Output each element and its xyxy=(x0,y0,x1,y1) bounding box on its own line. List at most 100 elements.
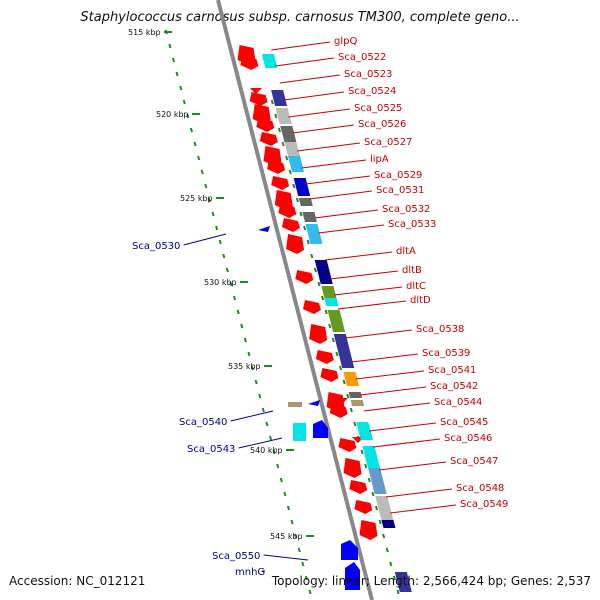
gene-label[interactable]: Sca_0542 xyxy=(430,381,478,392)
tick-mark xyxy=(317,281,321,287)
gene-label[interactable]: Sca_0529 xyxy=(374,170,422,181)
tick-mark xyxy=(193,141,197,147)
tick-mark xyxy=(353,421,357,427)
gene-label[interactable]: dltD xyxy=(410,295,431,306)
tick-mark xyxy=(306,239,310,245)
gene-label[interactable]: glpQ xyxy=(334,36,357,47)
gene-arrow xyxy=(263,146,282,166)
gene-label[interactable]: dltC xyxy=(406,281,426,292)
reverse-gene-arrow xyxy=(313,420,328,438)
tick-mark xyxy=(303,225,307,231)
tick-mark xyxy=(240,323,244,329)
tick-mark xyxy=(236,309,240,315)
gene-arrow-small xyxy=(250,88,262,94)
tick-mark xyxy=(294,533,298,539)
tick-mark xyxy=(283,491,287,497)
tick-mark xyxy=(168,43,172,49)
tick-mark xyxy=(288,169,292,175)
gene-label[interactable]: Sca_0530 xyxy=(132,241,180,252)
leader-line xyxy=(363,402,431,412)
gene-arrow xyxy=(303,300,321,314)
tick-mark xyxy=(392,575,396,581)
tick-mark xyxy=(279,477,283,483)
gene-arrow xyxy=(249,92,268,106)
gene-label[interactable]: Sca_0541 xyxy=(428,365,476,376)
gene-label[interactable]: mnhG xyxy=(235,567,265,578)
gene-arrow xyxy=(354,500,373,514)
gene-label[interactable]: Sca_0549 xyxy=(460,499,508,510)
scale-labels: 515 kbp 520 kbp 525 kbp 530 kbp 535 kbp 540 k… xyxy=(128,28,314,541)
gene-label[interactable]: Sca_0545 xyxy=(440,417,488,428)
gene-label[interactable]: Sca_0533 xyxy=(388,219,436,230)
tick-mark xyxy=(295,197,299,203)
gene-arrow xyxy=(281,218,300,232)
cog-block xyxy=(348,392,363,398)
tick-mark xyxy=(349,407,353,413)
tick-mark xyxy=(197,155,201,161)
gene-arrow xyxy=(267,160,286,174)
gene-arrow xyxy=(256,118,275,132)
gene-arrow xyxy=(274,190,293,210)
cog-block xyxy=(302,212,317,222)
tick-mark xyxy=(308,589,312,595)
gene-arrow xyxy=(278,204,297,218)
gene-label[interactable]: Sca_0524 xyxy=(348,86,396,97)
gene-label[interactable]: Sca_0525 xyxy=(354,103,402,114)
leader-line xyxy=(271,41,331,51)
right-gene-labels[interactable]: glpQ Sca_0522 Sca_0523 Sca_0524 Sca_0525 Sca_… xyxy=(271,36,508,514)
cog-block xyxy=(305,224,323,244)
gene-label[interactable]: Sca_0543 xyxy=(187,444,235,455)
scale-label: 520 kbp xyxy=(156,110,189,119)
cog-block xyxy=(375,496,394,522)
gene-label[interactable]: Sca_0546 xyxy=(444,433,492,444)
tick-mark xyxy=(374,505,379,511)
gene-label[interactable]: Sca_0532 xyxy=(382,204,430,215)
tick-mark xyxy=(378,519,382,525)
gene-label[interactable]: Sca_0547 xyxy=(450,456,498,467)
cog-block xyxy=(394,572,412,592)
leader-line xyxy=(284,91,345,101)
gene-label[interactable]: Sca_0538 xyxy=(416,324,464,335)
gene-label[interactable]: dltB xyxy=(402,265,422,276)
gene-arrow xyxy=(240,56,259,70)
gene-arrow xyxy=(329,404,348,418)
leader-line xyxy=(318,224,385,234)
gene-label[interactable]: lipA xyxy=(370,154,389,165)
cog-block xyxy=(288,156,305,172)
leader-line xyxy=(345,329,413,339)
gene-label[interactable]: Sca_0522 xyxy=(338,52,386,63)
tick-mark xyxy=(233,295,237,301)
leader-line xyxy=(301,159,367,169)
cog-blocks xyxy=(261,54,412,592)
left-gene-labels[interactable]: Sca_0530 Sca_0540 Sca_0543 Sca_0550 mnhG xyxy=(132,233,309,578)
cog-block xyxy=(288,402,302,407)
gene-label[interactable]: Sca_0544 xyxy=(434,397,482,408)
tick-mark xyxy=(179,85,183,91)
cog-block xyxy=(350,400,365,406)
gene-features[interactable] xyxy=(237,45,378,590)
gene-label[interactable]: Sca_0540 xyxy=(179,417,227,428)
cog-block xyxy=(362,446,380,468)
leader-line xyxy=(309,190,373,200)
cog-block xyxy=(271,90,288,106)
gene-label[interactable]: dltA xyxy=(396,246,416,257)
tick-mark xyxy=(371,491,375,497)
map-title: Staphylococcus carnosus subsp. carnosus … xyxy=(80,10,520,25)
gene-label[interactable]: Sca_0527 xyxy=(364,137,412,148)
gene-label[interactable]: Sca_0539 xyxy=(422,348,470,359)
tick-mark xyxy=(268,435,273,441)
tick-mark xyxy=(313,267,317,273)
tick-mark xyxy=(331,337,335,343)
cog-block xyxy=(275,108,292,124)
gene-label[interactable]: Sca_0531 xyxy=(376,185,424,196)
gene-label[interactable]: Sca_0526 xyxy=(358,119,406,130)
leader-line xyxy=(305,175,371,185)
tick-mark xyxy=(299,211,303,217)
gene-arrow xyxy=(271,176,290,190)
leader-line xyxy=(297,142,361,152)
gene-label[interactable]: Sca_0523 xyxy=(344,69,392,80)
gene-label[interactable]: Sca_0548 xyxy=(456,483,504,494)
gene-label[interactable]: Sca_0550 xyxy=(212,551,260,562)
tick-mark xyxy=(301,561,305,567)
